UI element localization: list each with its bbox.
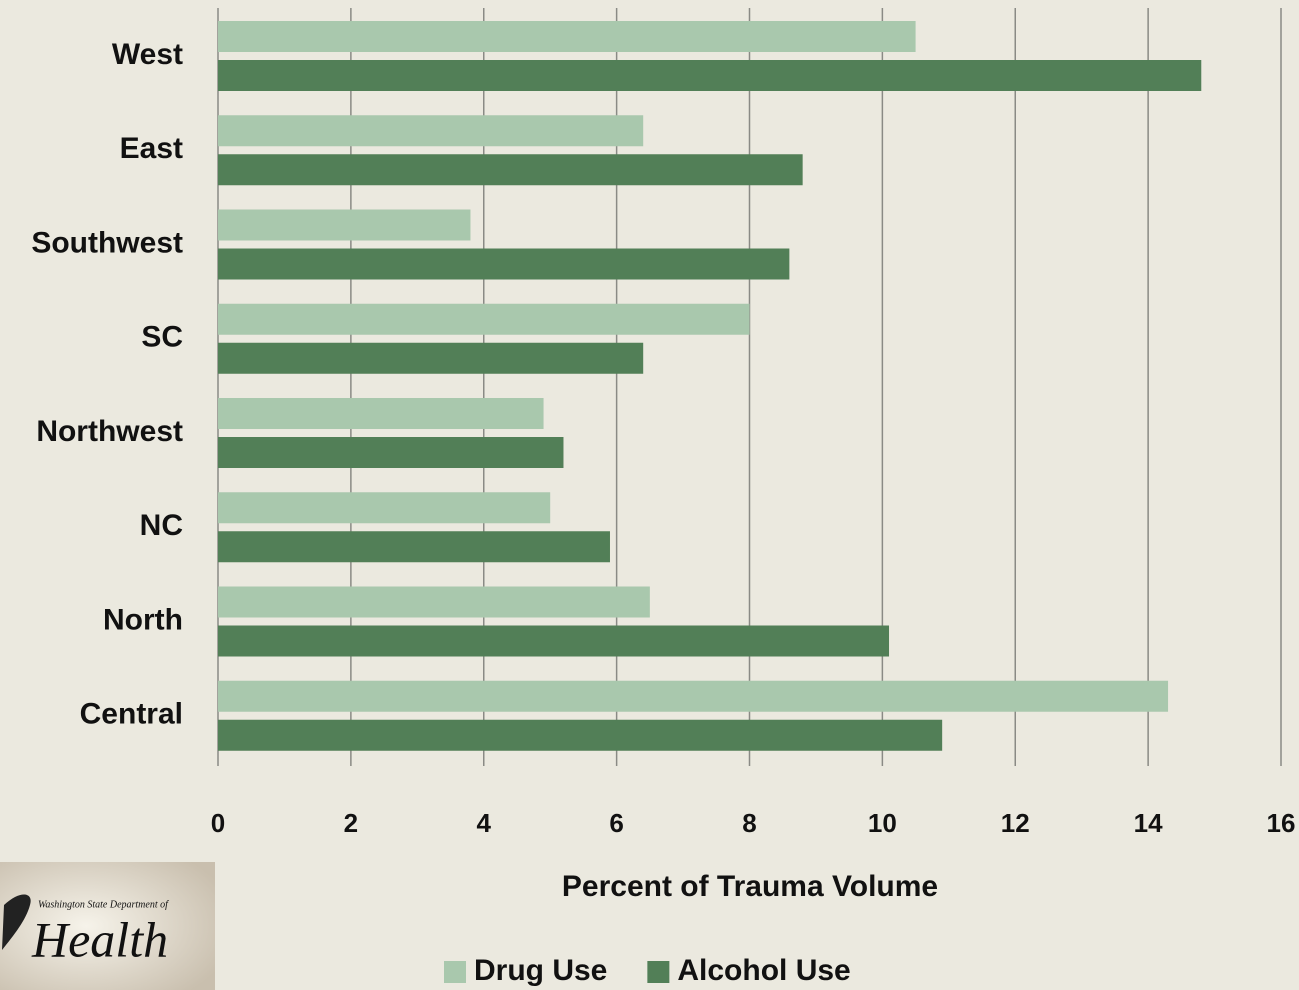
logo-leaf <box>2 894 31 950</box>
x-tick-label: 0 <box>211 808 225 838</box>
legend-swatch <box>444 961 466 983</box>
legend-label: Alcohol Use <box>677 954 850 987</box>
logo: Washington State Department of Health <box>0 862 215 990</box>
bar <box>218 398 544 429</box>
y-tick-label: Central <box>80 698 183 731</box>
x-tick-label: 10 <box>868 808 897 838</box>
bar <box>218 154 803 186</box>
x-tick-label: 12 <box>1001 808 1030 838</box>
x-tick-label: 16 <box>1267 808 1296 838</box>
logo-background <box>0 862 215 990</box>
bar <box>218 303 750 335</box>
x-tick-label: 14 <box>1134 808 1163 838</box>
bar <box>218 625 890 657</box>
x-tick-label: 4 <box>477 808 492 838</box>
y-tick-label: SC <box>141 321 183 354</box>
bar <box>218 437 564 468</box>
x-tick-label: 2 <box>344 808 358 838</box>
bar <box>218 586 650 618</box>
bar <box>218 719 943 751</box>
bar <box>218 248 790 280</box>
bar <box>218 209 471 241</box>
x-axis-title: Percent of Trauma Volume <box>562 870 938 903</box>
legend-label: Drug Use <box>474 954 607 987</box>
logo-line1: Washington State Department of <box>38 899 169 910</box>
logo-line2: Health <box>31 911 168 967</box>
x-tick-label: 8 <box>742 808 756 838</box>
bar <box>218 531 610 563</box>
y-tick-label: Northwest <box>36 415 183 448</box>
y-tick-label: West <box>112 38 183 71</box>
y-tick-label: NC <box>140 509 183 542</box>
bar <box>218 680 1169 712</box>
y-tick-label: East <box>120 132 183 165</box>
x-tick-label: 6 <box>609 808 623 838</box>
bar <box>218 60 1202 91</box>
bar <box>218 115 644 147</box>
legend-swatch <box>647 961 670 983</box>
y-tick-label: Southwest <box>31 226 183 259</box>
bar <box>218 21 916 52</box>
y-tick-label: North <box>103 603 183 636</box>
bar <box>218 492 551 524</box>
bar <box>218 342 644 374</box>
